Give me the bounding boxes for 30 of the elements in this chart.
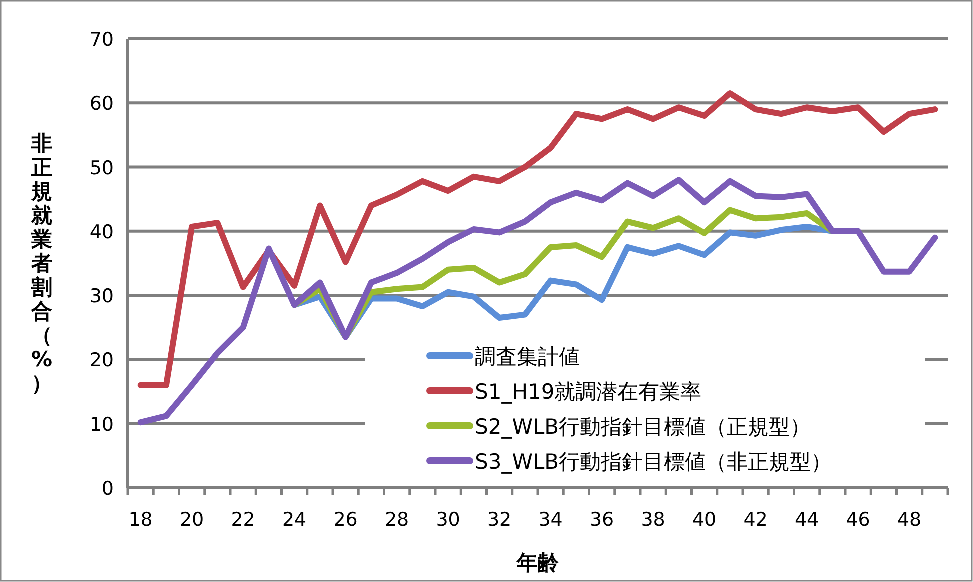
y-tick-label: 0	[102, 478, 114, 500]
y-tick-label: 10	[90, 414, 114, 436]
x-tick-label: 42	[744, 509, 768, 531]
x-tick-label: 32	[487, 509, 512, 531]
x-tick-label: 48	[897, 509, 922, 531]
legend-label: 調査集計値	[475, 345, 580, 369]
x-tick-label: 20	[180, 509, 204, 531]
y-tick-label: 20	[90, 350, 114, 372]
x-tick-label: 18	[128, 509, 153, 531]
x-tick-label: 34	[538, 509, 563, 531]
y-tick-label: 40	[90, 221, 114, 244]
x-tick-label: 26	[334, 509, 358, 531]
x-tick-label: 28	[384, 509, 410, 531]
y-tick-label: 70	[90, 29, 114, 51]
x-tick-label: 44	[794, 509, 820, 531]
x-tick-label: 30	[436, 509, 460, 531]
y-tick-label: 60	[90, 93, 114, 116]
y-tick-label: 30	[90, 286, 114, 308]
x-tick-label: 46	[846, 509, 870, 531]
x-tick-label: 36	[590, 509, 614, 531]
x-tick-label: 40	[692, 509, 717, 531]
x-axis-title: 年齢	[516, 551, 560, 575]
x-tick-label: 22	[231, 509, 256, 531]
legend-label: S3_WLB行動指針目標値（非正規型）	[475, 450, 832, 474]
x-tick-label: 38	[641, 509, 666, 531]
legend-label: S1_H19就調潜在有業率	[475, 380, 702, 404]
legend-label: S2_WLB行動指針目標値（正規型）	[475, 415, 812, 439]
text: 非正規就業者割合（%）	[31, 132, 53, 396]
y-tick-label: 50	[90, 157, 114, 180]
x-tick-label: 24	[282, 509, 307, 531]
